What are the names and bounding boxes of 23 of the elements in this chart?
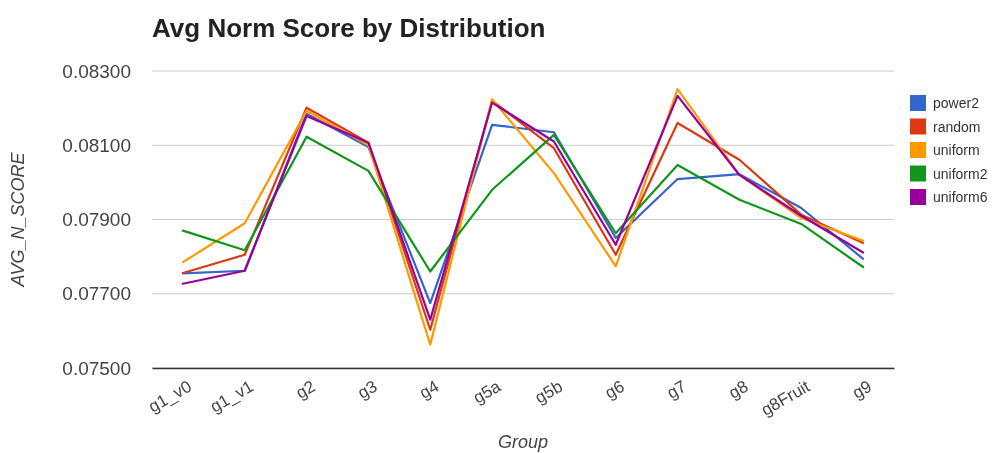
legend-label: uniform [933, 142, 980, 158]
x-tick-label: g4 [416, 376, 443, 403]
y-tick-label: 0.07500 [62, 357, 131, 379]
legend-label: uniform6 [933, 189, 988, 205]
y-tick-label: 0.07700 [62, 283, 131, 305]
legend-label: power2 [933, 95, 980, 111]
x-tick-label: g7 [663, 376, 690, 403]
line-series [181, 133, 865, 273]
y-axis-title: AVG_N_SCORE [8, 151, 28, 288]
x-tick-label: g3 [354, 376, 381, 403]
y-tick-label: 0.07900 [62, 209, 131, 231]
legend-label: random [933, 118, 981, 135]
x-tick-label: g9 [849, 376, 876, 403]
x-tick-label: g6 [601, 376, 628, 403]
x-tick-label: g2 [292, 376, 319, 403]
y-tick-label: 0.08300 [62, 60, 131, 82]
x-tick-label: g8 [725, 376, 752, 403]
x-axis-title: Group [497, 432, 549, 452]
chart-title: Avg Norm Score by Distribution [152, 13, 546, 43]
x-tick-label: g5a [469, 376, 505, 408]
legend-label: uniform2 [933, 165, 988, 182]
x-tick-label: g5b [531, 376, 566, 408]
y-tick-label: 0.08100 [62, 134, 131, 156]
